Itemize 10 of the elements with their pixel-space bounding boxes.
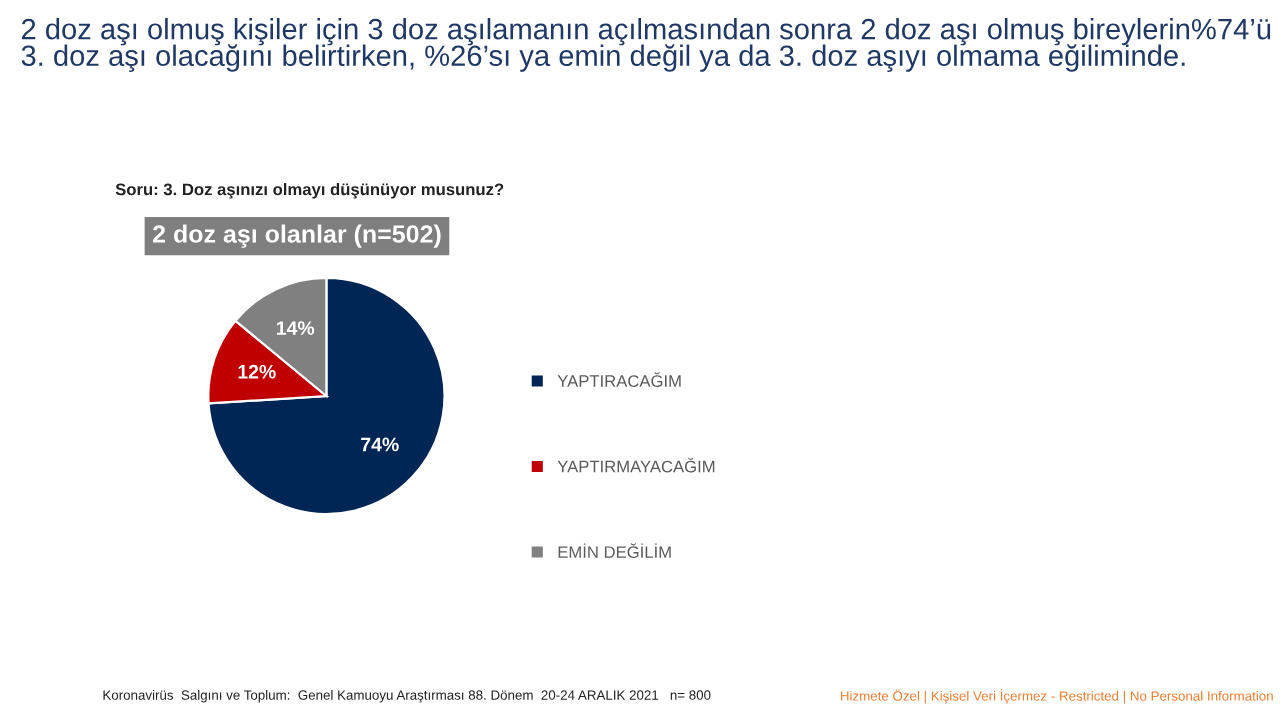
- data-label: 74%: [361, 437, 399, 452]
- legend-label: EMİN DEĞİLİM: [558, 543, 671, 559]
- chart-subtitle: Soru: 3. Doz aşınızı olmayı düşünüyor musunuz?: [115, 183, 504, 199]
- legend-label: YAPTIRMAYACAĞIM: [557, 457, 715, 473]
- chart-title: 2 doz aşı olmuş kişiler için 3 doz aşılamanın açılmasından sonra 2 doz aşı olmuş bireylerin%74’ü 3. doz aşı olacağını belirtirken, %26’sı ya emin değil ya da 3. doz aşıyı olmama eğiliminde.: [21, 18, 1271, 72]
- pie-slice: [207, 276, 446, 516]
- data-label: 14%: [277, 321, 315, 335]
- data-label: 12%: [238, 364, 276, 379]
- legend-label: YAPTIRACAĞIM: [557, 372, 681, 387]
- text: 2 doz aşı olanlar (n=502): [153, 224, 441, 248]
